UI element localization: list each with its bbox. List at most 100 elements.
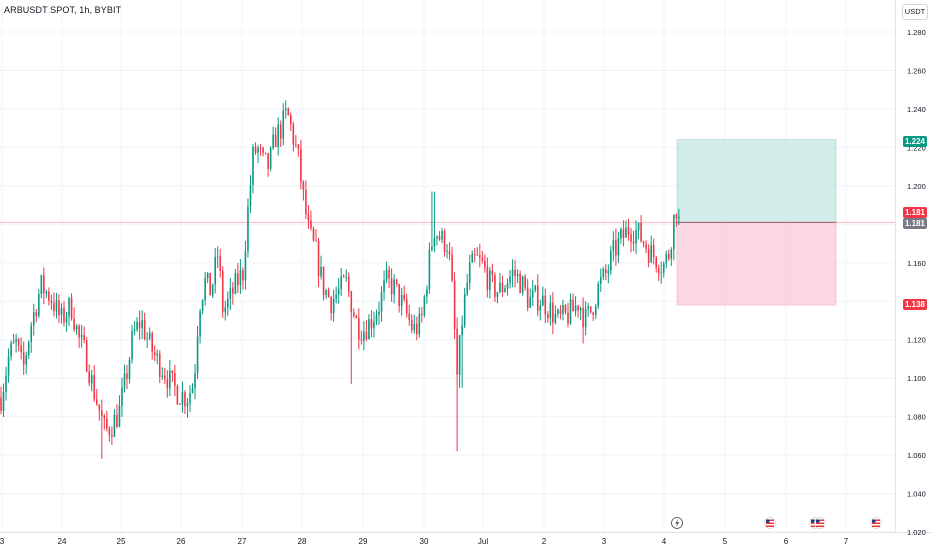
candle-body [569, 299, 572, 324]
candle-body [451, 254, 453, 281]
candle-body [216, 256, 219, 258]
candle-body [73, 318, 75, 330]
candle-body [675, 214, 678, 219]
candle-body [237, 273, 239, 285]
candle-body [274, 134, 277, 147]
candle-body [151, 333, 153, 353]
candle-body [43, 275, 45, 294]
candle-body [549, 302, 552, 319]
candle-body [101, 410, 103, 417]
candle-body [471, 254, 474, 263]
candle-body [363, 331, 365, 341]
candle-body [408, 313, 411, 321]
candle-body [68, 297, 70, 317]
candle-body [458, 335, 461, 375]
candle-body [597, 284, 600, 307]
candle-body [189, 392, 191, 404]
candle-body [85, 340, 88, 372]
candle-body [204, 278, 206, 301]
candle-body [176, 385, 179, 405]
candle-body [668, 253, 670, 259]
candle-body [405, 299, 408, 314]
candle-body [0, 397, 2, 411]
lightning-event-icon[interactable] [671, 517, 683, 529]
profit-zone[interactable] [676, 139, 837, 223]
candle-body [355, 315, 358, 318]
candle-body [161, 375, 164, 377]
us-flag-event-icon[interactable] [764, 517, 776, 529]
candle-body [463, 294, 466, 326]
candle-body [146, 338, 148, 340]
candle-body [443, 231, 446, 252]
candle-body [635, 230, 637, 244]
candle-body [353, 312, 355, 316]
target-price-tag: 1.224 [903, 136, 927, 147]
candle-body [330, 297, 332, 314]
candle-body [297, 144, 300, 149]
candle-body [673, 214, 675, 250]
candle-body [670, 249, 673, 259]
candle-body [347, 276, 350, 292]
candle-body [10, 343, 12, 357]
candle-body [128, 359, 131, 379]
candle-body [607, 270, 610, 274]
us-flag-event-icon[interactable] [870, 517, 882, 529]
candle-body [652, 245, 655, 258]
candle-body [370, 319, 373, 329]
candle-body [30, 325, 33, 342]
time-axis[interactable]: 3 24 25 26 27 28 29 30 Jul 2 3 4 5 6 7 [0, 537, 849, 546]
candle-body [557, 309, 559, 314]
candle-body [277, 124, 279, 147]
candle-body [426, 289, 428, 297]
candle-body [148, 333, 151, 339]
loss-zone[interactable] [676, 222, 837, 306]
candle-body [118, 405, 121, 427]
candle-body [153, 352, 156, 356]
candle-body [239, 270, 242, 285]
candle-body [612, 239, 615, 251]
time-tick-label: 2 [542, 537, 547, 546]
candle-body [599, 277, 602, 285]
currency-selector[interactable]: USDT [902, 4, 928, 20]
candle-body [257, 147, 259, 153]
candle-body [509, 276, 511, 284]
price-axis[interactable]: 1.2801.2601.2401.2201.2001.1801.1601.140… [907, 28, 926, 537]
candle-body [544, 295, 547, 315]
symbol-title[interactable]: ARBUSDT SPOT, 1h, BYBIT [4, 5, 122, 15]
long-position-tool[interactable] [676, 139, 837, 306]
candle-body [476, 254, 479, 256]
price-tick-label: 1.100 [907, 374, 926, 383]
time-tick-label: 27 [238, 537, 247, 546]
economic-events[interactable] [671, 517, 882, 529]
time-tick-label: 3 [0, 537, 5, 546]
candle-body [186, 403, 189, 407]
price-tick-label: 1.260 [907, 66, 926, 75]
candle-body [594, 306, 597, 316]
candle-body [410, 320, 413, 331]
candle-body [388, 269, 390, 278]
candle-body [393, 279, 395, 295]
candle-body [491, 270, 494, 276]
candle-body [48, 291, 50, 301]
candle-body [15, 339, 17, 342]
time-tick-label: 7 [844, 537, 849, 546]
candle-body [269, 148, 272, 169]
candle-body [592, 312, 594, 316]
candle-body [158, 353, 161, 377]
candle-body [300, 148, 302, 182]
candle-body [534, 285, 537, 291]
candle-body [436, 236, 438, 239]
candle-body [141, 320, 143, 329]
candle-body [574, 305, 577, 312]
price-tick-label: 1.060 [907, 451, 926, 460]
candle-body [501, 282, 504, 293]
candle-body [587, 306, 589, 309]
us-flag-event-icon[interactable] [814, 517, 826, 529]
candle-body [143, 320, 146, 340]
candle-body [418, 313, 421, 334]
price-tick-label: 1.200 [907, 182, 926, 191]
candle-body [267, 153, 269, 169]
candle-body [340, 276, 342, 289]
candle-body [63, 307, 65, 323]
